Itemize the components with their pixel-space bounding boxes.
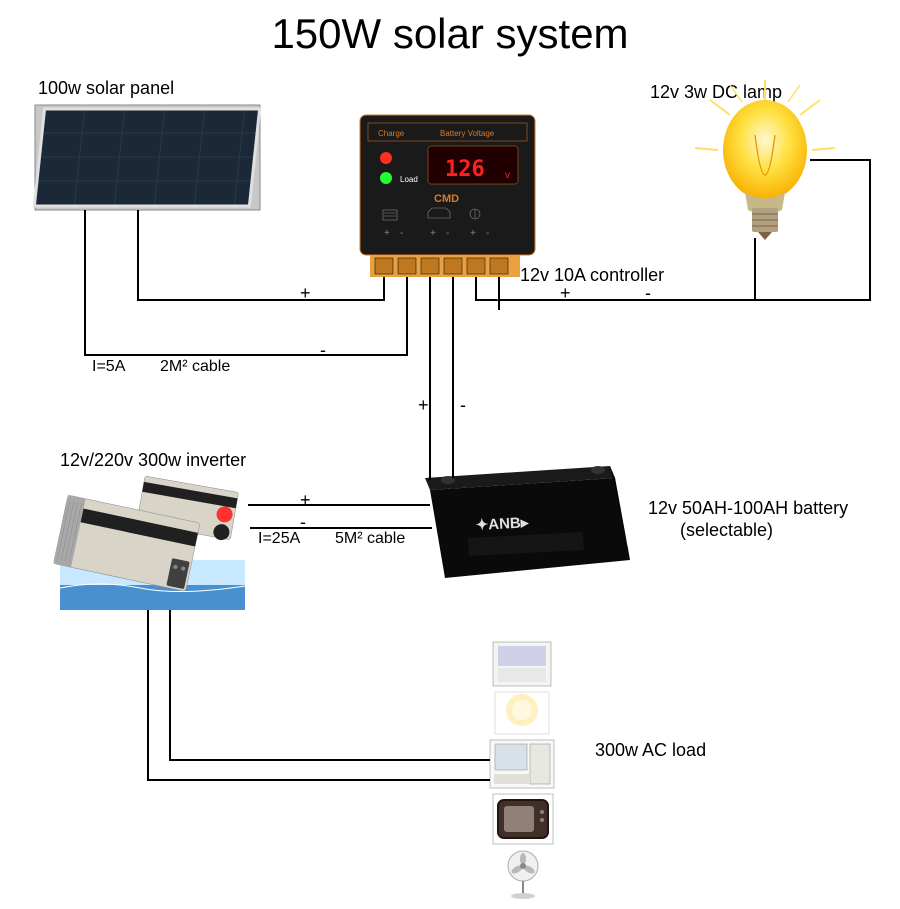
svg-text:+: +: [470, 228, 476, 239]
svg-text:CMD: CMD: [434, 193, 459, 205]
svg-text:-: -: [486, 228, 489, 239]
svg-text:✦ANB▸: ✦ANB▸: [475, 514, 530, 534]
svg-text:+: +: [430, 228, 436, 239]
inverter-icon: [53, 476, 245, 610]
diagram-svg: Charge Battery Voltage Load 126 v CMD + …: [0, 0, 900, 909]
ac-load-icons: [490, 642, 554, 900]
svg-text:+: +: [384, 228, 390, 239]
solar-panel-icon: [34, 105, 260, 210]
svg-text:126: 126: [445, 157, 485, 182]
svg-text:Battery Voltage: Battery Voltage: [440, 129, 495, 138]
svg-text:v: v: [505, 170, 510, 181]
battery-icon: ✦ANB▸: [425, 466, 630, 578]
svg-text:-: -: [446, 228, 449, 239]
svg-text:Charge: Charge: [378, 129, 405, 138]
controller-icon: Charge Battery Voltage Load 126 v CMD + …: [360, 115, 535, 277]
svg-text:Load: Load: [400, 175, 418, 184]
svg-text:-: -: [400, 228, 403, 239]
